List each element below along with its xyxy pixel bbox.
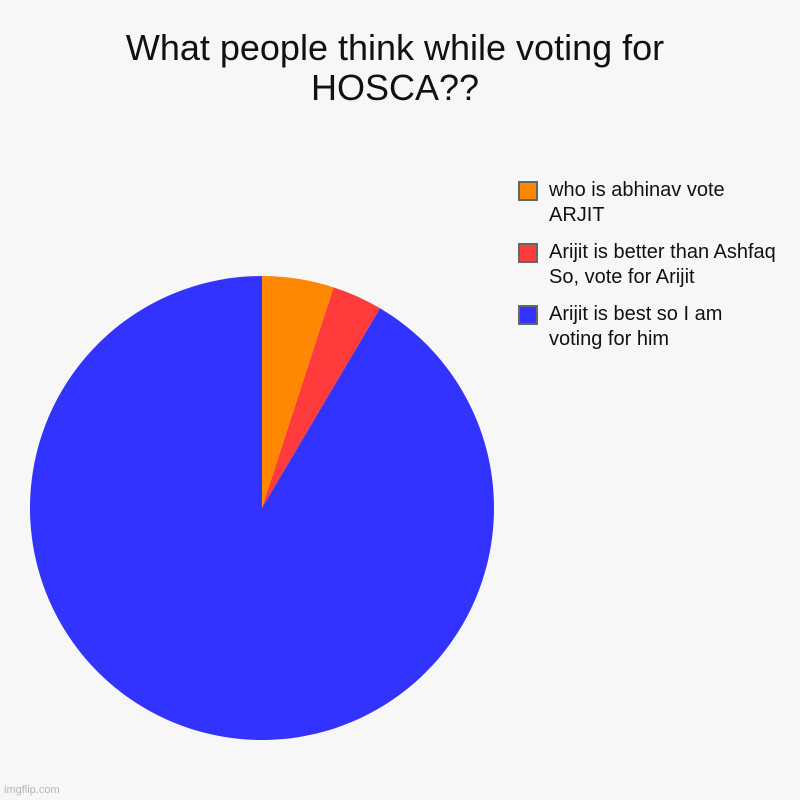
pie-slice-1 bbox=[262, 287, 381, 508]
pie-slice-2 bbox=[29, 276, 494, 740]
legend-label: Arijit is better than Ashfaq So, vote fo… bbox=[549, 241, 776, 288]
legend-swatch-red bbox=[518, 243, 538, 263]
legend-swatch-orange bbox=[518, 181, 538, 201]
chart-legend: who is abhinav vote ARJIT Arijit is bett… bbox=[518, 178, 800, 364]
legend-label: who is abhinav vote ARJIT bbox=[549, 179, 725, 226]
legend-swatch-blue bbox=[518, 305, 538, 325]
legend-label: Arijit is best so I am voting for him bbox=[549, 303, 723, 350]
legend-item-arijit-better: Arijit is better than Ashfaq So, vote fo… bbox=[518, 240, 800, 302]
pie-slice-0 bbox=[262, 276, 334, 508]
chart-title: What people think while voting for HOSCA… bbox=[125, 27, 665, 108]
legend-item-who-is-abhinav: who is abhinav vote ARJIT bbox=[518, 178, 800, 240]
watermark: imgflip.com bbox=[4, 784, 60, 796]
legend-item-arijit-best: Arijit is best so I am voting for him bbox=[518, 302, 800, 364]
